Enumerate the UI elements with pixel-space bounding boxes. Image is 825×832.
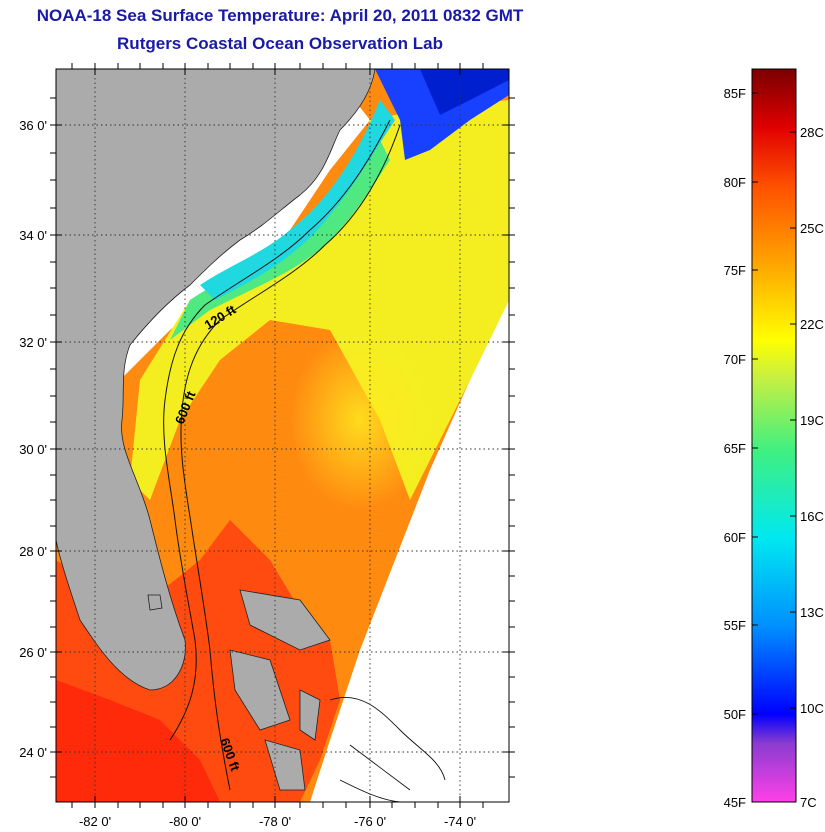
fahrenheit-label: 50F <box>724 707 746 722</box>
celsius-labels: 28C 25C 22C 19C 16C 13C 10C 7C <box>800 125 824 810</box>
celsius-label: 10C <box>800 701 824 716</box>
fahrenheit-label: 65F <box>724 441 746 456</box>
lon-label: -74 0' <box>444 814 476 829</box>
sst-map: 120 ft 600 ft 600 ft <box>56 69 509 802</box>
bahamas-islands <box>147 589 331 791</box>
celsius-label: 22C <box>800 317 824 332</box>
grid-lines <box>56 69 509 802</box>
fahrenheit-label: 60F <box>724 530 746 545</box>
contour-120ft <box>163 119 391 741</box>
fahrenheit-label: 45F <box>724 795 746 810</box>
fahrenheit-labels: 85F 80F 75F 70F 65F 60F 55F 50F 45F <box>724 86 746 810</box>
lat-label: 36 0' <box>19 118 47 133</box>
map-ticks <box>50 63 515 808</box>
fahrenheit-label: 85F <box>724 86 746 101</box>
celsius-label: 7C <box>800 795 817 810</box>
land-mainland <box>56 69 376 691</box>
lon-label: -80 0' <box>169 814 201 829</box>
lon-label: -78 0' <box>259 814 291 829</box>
colorbar-ticks <box>752 92 796 803</box>
longitude-labels: -82 0' -80 0' -78 0' -76 0' -74 0' <box>79 814 476 829</box>
celsius-label: 13C <box>800 605 824 620</box>
shelf-cyan-water <box>200 100 395 300</box>
map-subtitle: Rutgers Coastal Ocean Observation Lab <box>117 34 443 53</box>
ocean-deep-red <box>56 680 220 802</box>
lat-label: 24 0' <box>19 745 47 760</box>
lat-label: 34 0' <box>19 228 47 243</box>
lon-label: -82 0' <box>79 814 111 829</box>
lon-label: -76 0' <box>354 814 386 829</box>
contour-600ft <box>180 124 401 791</box>
latitude-labels: 36 0' 34 0' 32 0' 30 0' 28 0' 26 0' 24 0… <box>19 118 47 760</box>
lat-label: 26 0' <box>19 645 47 660</box>
celsius-label: 16C <box>800 509 824 524</box>
fahrenheit-label: 55F <box>724 618 746 633</box>
map-frame <box>55 68 510 803</box>
warm-eddy <box>290 330 430 510</box>
lat-label: 30 0' <box>19 442 47 457</box>
lat-label: 28 0' <box>19 544 47 559</box>
fahrenheit-label: 75F <box>724 263 746 278</box>
celsius-label: 28C <box>800 125 824 140</box>
celsius-label: 19C <box>800 413 824 428</box>
fahrenheit-label: 70F <box>724 352 746 367</box>
cold-core <box>420 69 509 115</box>
color-scale-bar <box>751 68 797 803</box>
fahrenheit-label: 80F <box>724 175 746 190</box>
lat-label: 32 0' <box>19 335 47 350</box>
celsius-label: 25C <box>800 221 824 236</box>
map-title: NOAA-18 Sea Surface Temperature: April 2… <box>36 6 524 25</box>
